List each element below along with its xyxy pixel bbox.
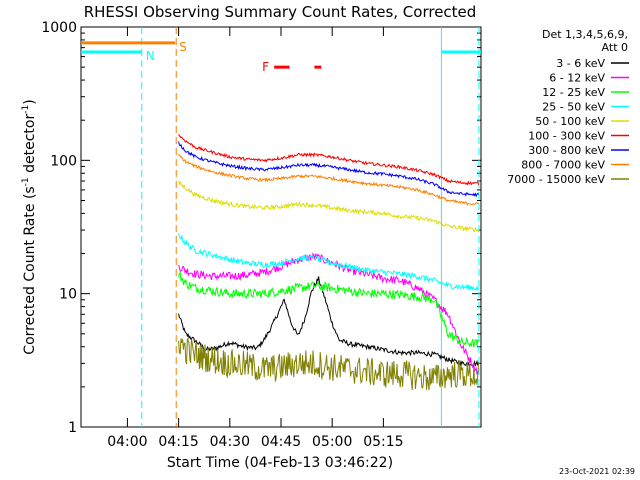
legend-header-attenuator: Att 0 xyxy=(602,41,628,54)
y-axis-label-sup2: -1 xyxy=(21,105,31,114)
series-line xyxy=(178,141,479,198)
chart-title: RHESSI Observing Summary Count Rates, Co… xyxy=(84,3,477,21)
series-line xyxy=(178,134,480,186)
legend: Det 1,3,4,5,6,9, Att 0 3 - 6 keV 6 - 12 k… xyxy=(507,28,629,186)
legend-header-detectors: Det 1,3,4,5,6,9, xyxy=(542,28,628,41)
legend-entry-label: 3 - 6 keV xyxy=(556,57,605,70)
state-flags: N S F xyxy=(81,40,481,74)
x-tick-label: 04:15 xyxy=(158,434,198,450)
y-tick-label: 100 xyxy=(50,153,77,169)
y-axis-label-part2: detector xyxy=(22,114,38,178)
y-tick-label: 10 xyxy=(59,287,77,303)
x-axis-label: Start Time (04-Feb-13 03:46:22) xyxy=(167,455,393,471)
series-line xyxy=(178,232,480,291)
flag-label: S xyxy=(179,40,187,54)
x-tick-label: 05:15 xyxy=(363,434,403,450)
y-tick-label: 1000 xyxy=(41,20,77,36)
series-line xyxy=(178,276,480,367)
instrument-state-lines xyxy=(141,27,480,427)
x-tick-label: 04:00 xyxy=(107,434,147,450)
flare-flag-label: F xyxy=(262,60,269,74)
series-line xyxy=(178,271,479,348)
x-tick-label: 04:30 xyxy=(210,434,250,450)
legend-entry-label: 800 - 7000 keV xyxy=(521,159,605,172)
legend-entry-label: 6 - 12 keV xyxy=(549,72,605,85)
series-line xyxy=(178,180,480,233)
y-axis-label-part3: ) xyxy=(22,99,38,104)
timestamp: 23-Oct-2021 02:39 xyxy=(559,467,635,476)
y-tick-label: 1 xyxy=(68,420,77,436)
series-lines xyxy=(178,134,480,391)
legend-entry-label: 12 - 25 keV xyxy=(542,86,605,99)
y-tick-labels: 1 10 100 1000 xyxy=(41,20,77,436)
legend-entry-label: 300 - 800 keV xyxy=(528,144,605,157)
series-line xyxy=(178,153,479,206)
series-line xyxy=(178,338,480,391)
x-tick-label: 05:00 xyxy=(312,434,352,450)
legend-entry-label: 7000 - 15000 keV xyxy=(507,173,605,186)
legend-entry-label: 25 - 50 keV xyxy=(542,101,605,114)
x-tick-label: 04:45 xyxy=(261,434,301,450)
legend-entry-label: 100 - 300 keV xyxy=(528,130,605,143)
x-tick-labels: 04:00 04:15 04:30 04:45 05:00 05:15 xyxy=(107,434,403,450)
legend-entry-label: 50 - 100 keV xyxy=(535,115,605,128)
flag-label: N xyxy=(146,49,155,63)
y-axis-label-sup1: -1 xyxy=(21,177,31,186)
y-axis-label-part1: Corrected Count Rate (s xyxy=(22,186,38,354)
y-axis-label: Corrected Count Rate (s-1 detector-1) xyxy=(21,99,38,354)
